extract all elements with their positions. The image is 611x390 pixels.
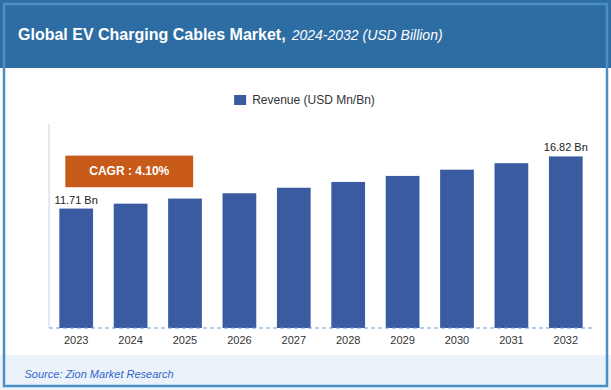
cagr-box <box>65 156 193 188</box>
baseline <box>49 328 593 329</box>
chart: Global EV Charging Cables Market, 2024-20… <box>0 0 611 390</box>
bar <box>59 209 93 328</box>
cagr-label: CAGR : 4.10% <box>89 164 169 178</box>
x-tick-label: 2024 <box>118 334 142 346</box>
bar <box>223 193 257 328</box>
bar <box>114 204 148 328</box>
source-text: Source: Zion Market Research <box>24 368 173 380</box>
x-tick-label: 2023 <box>64 334 88 346</box>
title-bar <box>0 0 611 68</box>
x-tick-label: 2026 <box>227 334 251 346</box>
bar <box>277 188 311 328</box>
background <box>0 0 611 390</box>
x-tick-label: 2030 <box>445 334 469 346</box>
data-label: 11.71 Bn <box>55 194 98 206</box>
x-tick-label: 2032 <box>554 334 578 346</box>
x-tick-label: 2027 <box>282 334 306 346</box>
border <box>4 4 607 386</box>
x-tick-label: 2031 <box>499 334 523 346</box>
x-tick-label: 2025 <box>173 334 197 346</box>
data-label: 16.82 Bn <box>544 141 588 153</box>
y-axis-line <box>49 124 50 328</box>
bar <box>495 163 529 328</box>
title: Global EV Charging Cables Market, <box>18 26 286 43</box>
chart-area <box>0 68 611 355</box>
x-tick-label: 2029 <box>390 334 414 346</box>
subtitle: 2024-2032 (USD Billion) <box>291 27 443 43</box>
legend-label: Revenue (USD Mn/Bn) <box>252 93 375 107</box>
bar <box>549 156 583 328</box>
bar <box>331 182 365 328</box>
bar <box>386 176 420 328</box>
legend-swatch <box>234 95 246 105</box>
bars <box>59 156 582 328</box>
title-text: Global EV Charging Cables Market, 2024-20… <box>18 26 443 43</box>
x-tick-label: 2028 <box>336 334 360 346</box>
bar <box>168 199 202 328</box>
bar <box>440 170 474 328</box>
